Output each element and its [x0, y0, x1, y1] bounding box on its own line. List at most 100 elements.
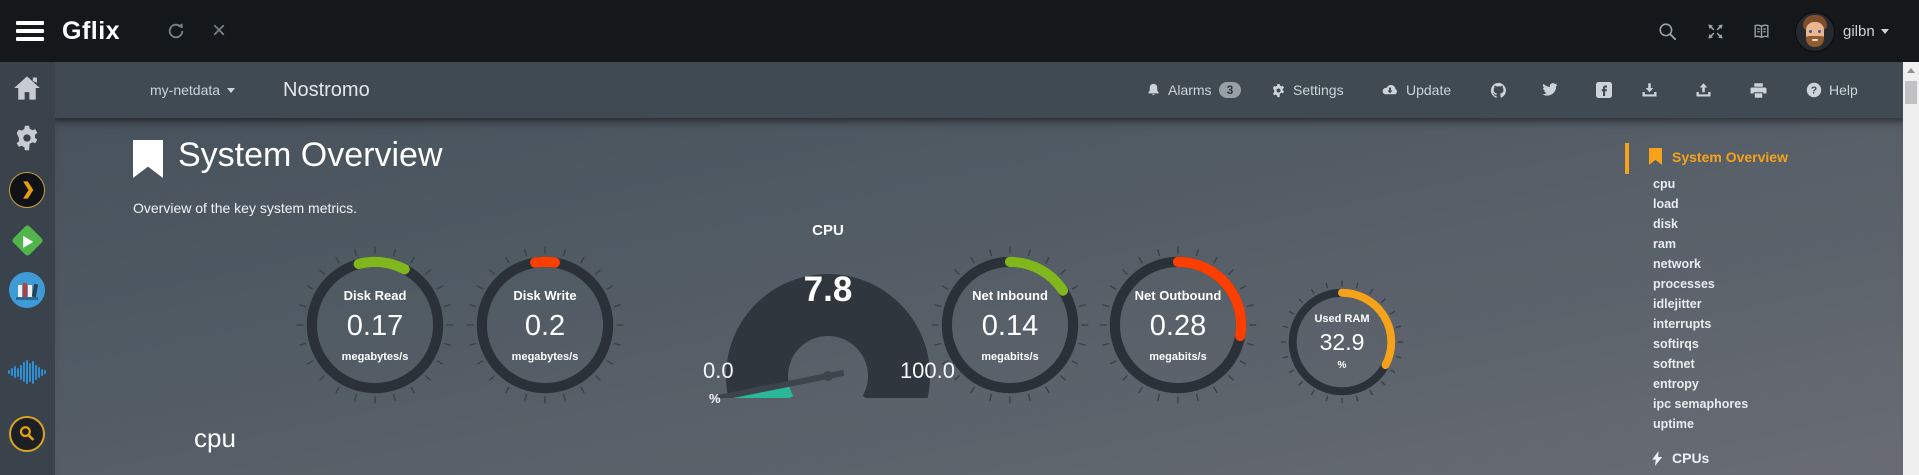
menu-item-idlejitter[interactable]: idlejitter [1653, 297, 1702, 311]
menu-item-uptime[interactable]: uptime [1653, 417, 1694, 431]
gauge-min: 0.0 [703, 358, 734, 383]
download-button[interactable] [1641, 62, 1658, 118]
gauge-units: megabytes/s [341, 350, 409, 363]
menu-item-processes[interactable]: processes [1653, 277, 1715, 291]
avatar-eye [1818, 30, 1821, 33]
books-icon [9, 272, 45, 308]
gauge-used-ram[interactable]: Used RAM 32.9 % [1278, 278, 1406, 406]
gear-icon [16, 125, 38, 151]
search-icon [1659, 22, 1677, 40]
gauge-units: megabits/s [981, 350, 1039, 363]
scrollbar-thumb[interactable] [1905, 81, 1917, 104]
home-icon [14, 76, 40, 100]
menu-item-network[interactable]: network [1653, 257, 1701, 271]
menu-item-softnet[interactable]: softnet [1653, 357, 1695, 371]
caret-down-icon [1880, 28, 1889, 34]
gauge-value: 0.14 [981, 309, 1039, 342]
bookmark-icon [133, 140, 163, 178]
left-sidebar [0, 62, 55, 475]
gauge-title: Net Outbound [1134, 287, 1222, 303]
menu-item-disk[interactable]: disk [1653, 217, 1679, 231]
gauge-title: Disk Read [343, 287, 407, 303]
gauge-title: Disk Write [513, 287, 577, 303]
gauge-title: Net Inbound [972, 287, 1048, 303]
upload-icon [1696, 82, 1711, 96]
svg-text:?: ? [1811, 85, 1817, 97]
expand-arrows-icon [1708, 23, 1723, 39]
news-icon [1754, 24, 1769, 38]
settings-button[interactable]: Settings [1271, 62, 1344, 118]
plex-icon [9, 172, 45, 208]
gauge-value: 7.8 [803, 270, 853, 309]
scrollbar-up-button[interactable] [1903, 62, 1919, 79]
brand-logo[interactable]: Gflix [62, 17, 121, 45]
alarms-count-badge: 3 [1218, 82, 1242, 98]
triangle-up-icon [1907, 68, 1915, 73]
host-dropdown[interactable]: my-netdata [150, 62, 236, 118]
menu-item-interrupts[interactable]: interrupts [1653, 317, 1712, 331]
menu-section-system-overview[interactable]: System Overview [1649, 148, 1788, 165]
menu-item-load[interactable]: load [1653, 197, 1679, 211]
alarms-label: Alarms [1168, 82, 1212, 98]
menu-section-label: CPUs [1672, 450, 1710, 466]
cloud-download-icon [1381, 83, 1399, 97]
print-button[interactable] [1750, 62, 1767, 118]
topbar: Gflix × [0, 0, 1919, 62]
magnifier-orange-icon [9, 416, 45, 452]
gear-icon [1271, 83, 1286, 98]
avatar-beard [1806, 36, 1824, 47]
menu-item-list: cpu load disk ram network processes idlejitter… [1653, 174, 1748, 434]
menu-item-ipc-semaphores[interactable]: ipc semaphores [1653, 397, 1749, 411]
facebook-button[interactable] [1596, 62, 1612, 118]
refresh-button[interactable] [166, 0, 186, 62]
menu-item-softirqs[interactable]: softirqs [1653, 337, 1699, 351]
search-button[interactable] [1658, 0, 1677, 62]
upload-button[interactable] [1695, 62, 1712, 118]
question-circle-icon: ? [1806, 82, 1822, 98]
twitter-button[interactable] [1542, 62, 1558, 118]
facebook-icon [1596, 82, 1612, 98]
avatar-eye [1809, 30, 1812, 33]
gauge-net-inbound[interactable]: Net Inbound 0.14 megabits/s [928, 243, 1092, 407]
plex-button[interactable] [7, 170, 47, 210]
help-button[interactable]: ? Help [1806, 62, 1858, 118]
update-button[interactable]: Update [1381, 62, 1451, 118]
gauge-net-outbound[interactable]: Net Outbound 0.28 megabits/s [1096, 243, 1260, 407]
bolt-icon [1652, 450, 1663, 466]
refresh-icon [168, 23, 184, 39]
help-label: Help [1829, 82, 1858, 98]
section-subtitle: Overview of the key system metrics. [133, 200, 358, 216]
close-button[interactable]: × [212, 0, 226, 62]
menu-item-ram[interactable]: ram [1653, 237, 1676, 251]
emby-button[interactable] [7, 220, 47, 260]
node-name: Nostromo [283, 78, 370, 101]
scrollbar[interactable] [1903, 62, 1919, 475]
avatar[interactable] [1795, 12, 1835, 52]
update-label: Update [1406, 82, 1452, 98]
menu-section-cpus[interactable]: CPUs [1652, 450, 1709, 466]
bell-icon [1146, 82, 1161, 98]
github-button[interactable] [1490, 62, 1507, 118]
printer-icon [1750, 82, 1767, 98]
alarms-button[interactable]: Alarms 3 [1146, 62, 1242, 118]
user-menu[interactable]: gilbn [1843, 0, 1889, 62]
news-button[interactable] [1752, 0, 1771, 62]
main-content: System Overview Overview of the key syst… [55, 118, 1903, 475]
menu-item-cpu[interactable]: cpu [1653, 177, 1676, 191]
fullscreen-button[interactable] [1706, 0, 1725, 62]
indexer-search-button[interactable] [7, 414, 47, 454]
audio-button[interactable] [7, 352, 47, 392]
hamburger-menu-button[interactable] [16, 21, 44, 41]
waveform-icon [8, 357, 46, 387]
host-dropdown-label: my-netdata [150, 82, 221, 98]
menu-item-entropy[interactable]: entropy [1653, 377, 1699, 391]
gauge-disk-read[interactable]: Disk Read 0.17 megabytes/s [293, 243, 457, 407]
settings-sidebar-button[interactable] [7, 118, 47, 158]
home-button[interactable] [7, 68, 47, 108]
library-button[interactable] [7, 270, 47, 310]
gauge-disk-write[interactable]: Disk Write 0.2 megabytes/s [463, 243, 627, 407]
gauge-units: % [1337, 360, 1347, 371]
gauge-cpu[interactable]: CPU 7.8 0.0 100.0 % [695, 222, 961, 412]
bookmark-icon [1649, 148, 1662, 165]
next-section-title: cpu [194, 423, 236, 453]
